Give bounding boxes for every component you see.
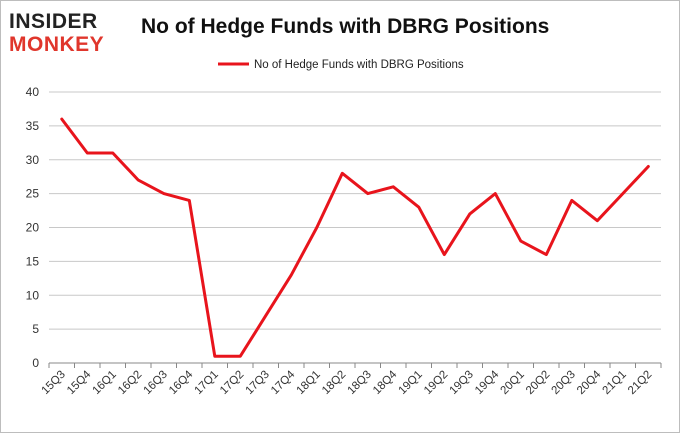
x-tick-label: 20Q4 xyxy=(575,368,604,397)
y-tick-labels: 0 5 10 15 20 25 30 35 40 xyxy=(26,85,40,370)
x-tick-label: 20Q3 xyxy=(549,369,577,397)
x-tick-label: 15Q3 xyxy=(39,369,67,397)
y-tick-label: 15 xyxy=(26,254,40,268)
x-tick-label: 16Q2 xyxy=(116,369,144,397)
x-tick-label: 17Q1 xyxy=(192,369,220,397)
x-tick-label: 17Q2 xyxy=(218,369,246,397)
x-tick-label: 16Q3 xyxy=(141,369,169,397)
y-tick-label: 0 xyxy=(32,356,39,370)
grid-lines xyxy=(49,91,661,330)
axes xyxy=(48,362,662,368)
y-tick-label: 25 xyxy=(26,187,40,201)
x-tick-label: 16Q4 xyxy=(167,368,196,397)
x-tick-label: 21Q1 xyxy=(600,369,628,397)
x-tick-label: 17Q3 xyxy=(243,369,271,397)
x-tick-label: 19Q2 xyxy=(422,369,450,397)
x-tick-label: 19Q3 xyxy=(447,369,475,397)
y-tick-label: 30 xyxy=(26,153,40,167)
logo-line-2: MONKEY xyxy=(9,33,105,56)
x-tick-label: 20Q2 xyxy=(524,369,552,397)
x-tick-label: 18Q3 xyxy=(345,369,373,397)
x-tick-label: 18Q2 xyxy=(320,369,348,397)
x-tick-labels: 15Q315Q416Q116Q216Q316Q417Q117Q217Q317Q4… xyxy=(39,368,654,397)
y-tick-label: 40 xyxy=(26,85,40,99)
series-line xyxy=(60,117,650,358)
x-tick-label: 21Q2 xyxy=(626,369,654,397)
x-tick-label: 18Q4 xyxy=(371,368,400,397)
y-tick-label: 10 xyxy=(26,288,40,302)
x-tick-label: 19Q4 xyxy=(473,368,502,397)
insider-monkey-logo: INSIDER MONKEY xyxy=(9,11,127,55)
y-tick-label: 20 xyxy=(26,221,40,235)
logo-line-1: INSIDER xyxy=(9,10,98,33)
legend-label: No of Hedge Funds with DBRG Positions xyxy=(254,59,464,71)
series-lines xyxy=(60,117,650,358)
y-tick-label: 35 xyxy=(26,119,40,133)
x-tick-label: 20Q1 xyxy=(498,369,526,397)
x-tick-label: 18Q1 xyxy=(294,369,322,397)
legend: No of Hedge Funds with DBRG Positions xyxy=(218,59,464,71)
x-tick-label: 16Q1 xyxy=(90,369,118,397)
x-tick-label: 17Q4 xyxy=(269,368,298,397)
x-tick-label: 15Q4 xyxy=(65,368,94,397)
chart-title: No of Hedge Funds with DBRG Positions xyxy=(141,15,550,38)
x-tick-label: 19Q1 xyxy=(396,369,424,397)
y-tick-label: 5 xyxy=(32,322,39,336)
